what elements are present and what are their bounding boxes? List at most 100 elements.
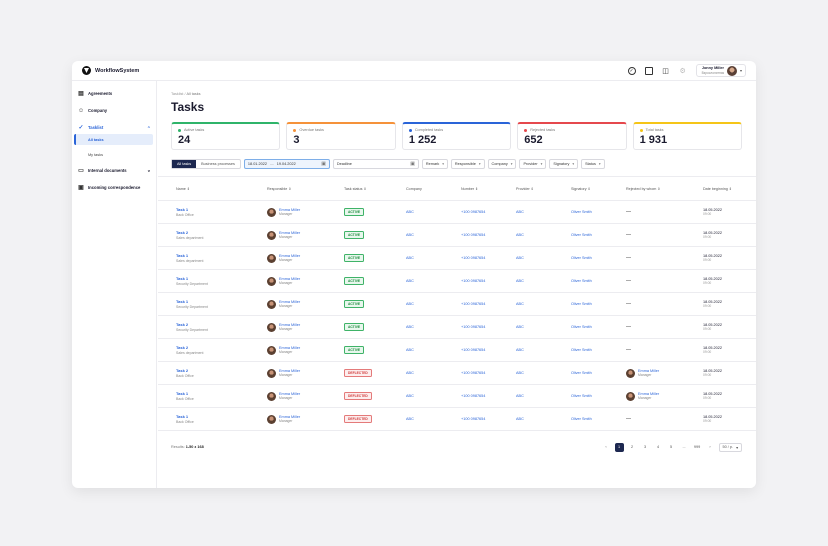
responsible-name[interactable]: Emma Miller (279, 346, 301, 350)
sidebar-item-internal-documents[interactable]: ▭ Internal documents v (72, 164, 156, 177)
number-link[interactable]: +100 0987654 (461, 256, 486, 260)
sidebar-item-incoming-correspondence[interactable]: ▣ Incoming correspondence (72, 181, 156, 194)
responsible-name[interactable]: Emma Miller (279, 254, 301, 258)
task-name[interactable]: Task 1 (176, 253, 189, 258)
responsible-name[interactable]: Emma Miller (279, 300, 301, 304)
user-menu[interactable]: Jonny Miller Взрослолитник ▾ (695, 64, 746, 77)
page-button[interactable]: 2 (630, 445, 634, 449)
provider-link[interactable]: ABC (516, 394, 524, 398)
task-name[interactable]: Task 2 (176, 322, 189, 327)
toggle-business-processes[interactable]: Business processes (201, 162, 235, 166)
task-name[interactable]: Task 1 (176, 391, 189, 396)
signatory-link[interactable]: Oliver Smith (571, 302, 592, 306)
column-header-responsible[interactable]: Responsible ⇕ (267, 187, 292, 191)
signatory-link[interactable]: Oliver Smith (571, 256, 592, 260)
responsible-name[interactable]: Emma Miller (279, 231, 301, 235)
company-link[interactable]: ABC (406, 256, 414, 260)
number-link[interactable]: +100 0987654 (461, 210, 486, 214)
provider-link[interactable]: ABC (516, 371, 524, 375)
provider-link[interactable]: ABC (516, 302, 524, 306)
provider-link[interactable]: ABC (516, 348, 524, 352)
column-header-signatory[interactable]: Signatory ⇕ (571, 187, 591, 191)
company-link[interactable]: ABC (406, 371, 414, 375)
filter-status[interactable]: Status ▾ (581, 159, 605, 169)
task-name[interactable]: Task 1 (176, 299, 189, 304)
date-range-picker[interactable]: 18.01.2022 — 19.04.2022 ▣ (243, 159, 330, 169)
check-icon[interactable]: ✓ (627, 66, 636, 75)
signatory-link[interactable]: Oliver Smith (571, 233, 592, 237)
per-page-select[interactable]: 50 / p. ▾ (718, 442, 742, 452)
company-link[interactable]: ABC (406, 325, 414, 329)
provider-link[interactable]: ABC (516, 325, 524, 329)
company-link[interactable]: ABC (406, 394, 414, 398)
table-row[interactable]: Task 1 Security Department Emma Miller Man… (158, 293, 756, 316)
number-link[interactable]: +100 0987654 (461, 371, 486, 375)
filter-signatory[interactable]: Signatory ▾ (549, 159, 579, 169)
task-name[interactable]: Task 1 (176, 207, 189, 212)
calendar-icon[interactable] (644, 66, 653, 75)
next-page-icon[interactable]: › (709, 445, 711, 449)
app-logo[interactable]: WorkflowSystem (82, 66, 139, 75)
rejected-by-name[interactable]: Emma Miller (638, 369, 660, 373)
page-button[interactable]: 3 (643, 445, 647, 449)
filter-responsible[interactable]: Responsible ▾ (450, 159, 485, 169)
sidebar-item-agreements[interactable]: ▤ Agreements (72, 87, 156, 100)
page-button[interactable]: 5 (669, 445, 673, 449)
deadline-picker[interactable]: Deadline ▣ (332, 159, 419, 169)
number-link[interactable]: +100 0987654 (461, 417, 486, 421)
column-header-company[interactable]: Company (406, 187, 422, 191)
table-row[interactable]: Task 1 Back Office Emma Miller Manager DEF… (158, 385, 756, 408)
filter-company[interactable]: Company ▾ (487, 159, 517, 169)
column-header-date[interactable]: Date beginning ⇕ (703, 186, 732, 191)
provider-link[interactable]: ABC (516, 279, 524, 283)
notification-icon[interactable]: ◫ (662, 67, 669, 75)
filter-remark[interactable]: Remark ▾ (421, 159, 448, 169)
table-row[interactable]: Task 2 Sales department Emma Miller Manage… (158, 339, 756, 362)
signatory-link[interactable]: Oliver Smith (571, 417, 592, 421)
table-row[interactable]: Task 1 Back Office Emma Miller Manager ACT… (158, 201, 756, 224)
number-link[interactable]: +100 0987654 (461, 279, 486, 283)
table-row[interactable]: Task 1 Security Department Emma Miller Man… (158, 270, 756, 293)
table-row[interactable]: Task 2 Sales department Emma Miller Manage… (158, 224, 756, 247)
responsible-name[interactable]: Emma Miller (279, 369, 301, 373)
task-name[interactable]: Task 1 (176, 414, 189, 419)
page-button[interactable]: 999 (693, 445, 701, 449)
responsible-name[interactable]: Emma Miller (279, 208, 301, 212)
column-header-number[interactable]: Number ⇕ (461, 187, 479, 191)
sidebar-sub-my-tasks[interactable]: My tasks (88, 152, 103, 157)
company-link[interactable]: ABC (406, 279, 414, 283)
number-link[interactable]: +100 0987654 (461, 302, 486, 306)
table-row[interactable]: Task 1 Sales department Emma Miller Manage… (158, 247, 756, 270)
responsible-name[interactable]: Emma Miller (279, 415, 301, 419)
provider-link[interactable]: ABC (516, 256, 524, 260)
signatory-link[interactable]: Oliver Smith (571, 325, 592, 329)
provider-link[interactable]: ABC (516, 417, 524, 421)
sidebar-sub-all-tasks[interactable]: All tasks (74, 134, 153, 145)
task-name[interactable]: Task 2 (176, 368, 189, 373)
signatory-link[interactable]: Oliver Smith (571, 348, 592, 352)
prev-page-icon[interactable]: ‹ (605, 445, 607, 449)
sidebar-item-company[interactable]: ☺ Company (72, 104, 156, 117)
sidebar-item-tasklist[interactable]: ✓ Tasklist ^ (72, 121, 156, 134)
column-header-name[interactable]: Name ⇕ (176, 187, 190, 191)
gear-icon[interactable]: ⚙ (679, 67, 686, 75)
table-row[interactable]: Task 2 Security Department Emma Miller Man… (158, 316, 756, 339)
breadcrumb-root[interactable]: Tasklist (171, 92, 184, 96)
task-name[interactable]: Task 2 (176, 230, 189, 235)
provider-link[interactable]: ABC (516, 233, 524, 237)
task-name[interactable]: Task 2 (176, 345, 189, 350)
signatory-link[interactable]: Oliver Smith (571, 210, 592, 214)
toggle-all-tasks[interactable]: All tasks (172, 160, 197, 168)
rejected-by-name[interactable]: Emma Miller (638, 392, 660, 396)
responsible-name[interactable]: Emma Miller (279, 392, 301, 396)
table-row[interactable]: Task 1 Back Office Emma Miller Manager DEF… (158, 408, 756, 431)
company-link[interactable]: ABC (406, 417, 414, 421)
page-button[interactable]: ... (682, 445, 686, 449)
page-button[interactable]: 4 (656, 445, 660, 449)
column-header-rejected-by[interactable]: Rejected by whom ⇕ (626, 187, 661, 191)
column-header-provider[interactable]: Provider ⇕ (516, 187, 534, 191)
column-header-status[interactable]: Task status ⇕ (344, 187, 367, 191)
responsible-name[interactable]: Emma Miller (279, 323, 301, 327)
responsible-name[interactable]: Emma Miller (279, 277, 301, 281)
company-link[interactable]: ABC (406, 302, 414, 306)
